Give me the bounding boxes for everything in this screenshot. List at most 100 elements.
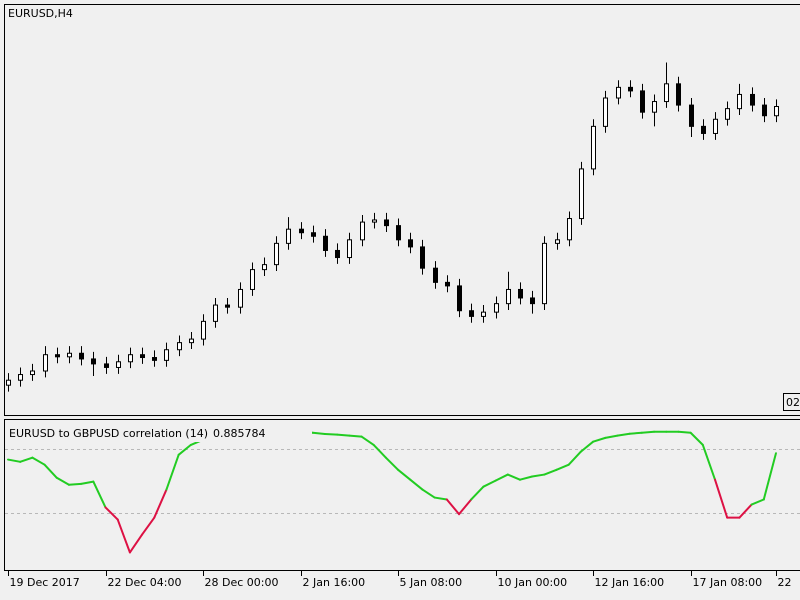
candle-body: [55, 354, 60, 358]
indicator-segment: [397, 468, 412, 481]
candle-body: [18, 374, 23, 381]
title-box: [5, 5, 93, 21]
chart-title: EURUSD,H4: [8, 7, 73, 20]
candle-body: [311, 232, 316, 237]
candle-body: [360, 221, 365, 241]
candle-body: [530, 297, 535, 305]
candle-body: [189, 338, 194, 344]
x-tick-label: 17 Jan 08:00: [693, 576, 763, 589]
indicator-segment: [153, 488, 168, 519]
indicator-segment: [738, 503, 753, 519]
price-label-box: [783, 393, 800, 411]
candle-body: [323, 235, 328, 251]
indicator-segment: [348, 434, 363, 438]
indicator-segment: [141, 516, 156, 536]
candle-body: [542, 242, 547, 305]
candle-body: [579, 168, 584, 220]
x-tick-label: 22: [778, 576, 792, 589]
x-tick-label: 28 Dec 00:00: [205, 576, 279, 589]
indicator-label-box: [6, 424, 312, 442]
candle-body: [494, 303, 499, 313]
indicator-segment: [701, 443, 717, 481]
x-tick-label: 2 Jan 16:00: [303, 576, 366, 589]
indicator-segment: [80, 480, 95, 485]
indicator-segment: [128, 533, 144, 554]
candle-body: [628, 86, 633, 92]
indicator-segment: [409, 478, 424, 491]
indicator-segment: [104, 506, 119, 521]
indicator-segment: [372, 443, 387, 459]
indicator-segment: [165, 453, 180, 491]
candle-body: [262, 264, 267, 271]
indicator-segment: [458, 498, 473, 516]
indicator-segment: [750, 498, 765, 506]
candle-body: [91, 358, 96, 365]
candle-body: [652, 101, 657, 113]
candle-body: [420, 246, 425, 269]
candle-body: [6, 379, 11, 386]
candle-body: [603, 97, 608, 127]
candle-body: [335, 249, 340, 259]
indicator-segment: [384, 456, 400, 471]
candle-body: [713, 118, 718, 134]
candle-body: [43, 354, 48, 372]
price-panel: [4, 4, 800, 416]
candle-body: [213, 304, 218, 322]
candle-body: [201, 320, 206, 340]
candle-body: [104, 363, 109, 368]
candle-body: [299, 228, 304, 234]
indicator-segment: [7, 458, 22, 463]
candle-body: [725, 108, 730, 120]
candle-body: [701, 125, 706, 134]
candle-body: [128, 354, 133, 363]
candle-body: [372, 219, 377, 223]
indicator-segment: [555, 463, 570, 471]
indicator-segment: [579, 440, 595, 453]
indicator-segment: [19, 456, 34, 463]
indicator-segment: [360, 435, 375, 446]
candle-body: [433, 267, 438, 283]
indicator-segment: [604, 434, 619, 439]
candle-body: [238, 288, 243, 308]
candle-body: [762, 104, 767, 117]
indicator-value: 0.885784: [213, 427, 266, 440]
candle-body: [79, 352, 84, 360]
candle-body: [140, 354, 145, 359]
indicator-segment: [92, 480, 107, 509]
candle-body: [457, 285, 462, 312]
indicator-segment: [543, 468, 558, 476]
indicator-segment: [116, 518, 131, 554]
indicator-segment: [531, 473, 546, 478]
price-label: 02: [786, 396, 800, 409]
indicator-segment: [470, 485, 485, 501]
indicator-segment: [762, 452, 777, 501]
indicator-segment: [177, 443, 192, 456]
x-tick-label: 5 Jan 08:00: [400, 576, 463, 589]
candle-body: [616, 86, 621, 99]
indicator-segment: [677, 430, 692, 434]
candle-body: [286, 228, 291, 244]
indicator-segment: [67, 482, 83, 486]
indicator-segment: [55, 476, 70, 486]
candle-body: [555, 239, 560, 244]
indicator-segment: [494, 473, 509, 482]
indicator-segment: [445, 498, 461, 516]
indicator-segment: [714, 478, 729, 519]
candle-body: [567, 218, 572, 241]
indicator-segment: [323, 433, 339, 436]
candle-body: [67, 352, 72, 358]
candle-body: [469, 310, 474, 317]
indicator-segment: [628, 431, 643, 435]
indicator-segment: [31, 456, 46, 466]
indicator-segment: [43, 463, 58, 479]
indicator-segment: [567, 450, 582, 466]
candle-body: [737, 93, 742, 110]
candle-body: [481, 311, 486, 317]
candle-body: [408, 239, 413, 248]
candle-body: [347, 239, 352, 259]
candle-body: [750, 93, 755, 106]
x-tick-label: 19 Dec 2017: [10, 576, 80, 589]
candle-body: [30, 370, 35, 376]
indicator-segment: [592, 436, 607, 443]
